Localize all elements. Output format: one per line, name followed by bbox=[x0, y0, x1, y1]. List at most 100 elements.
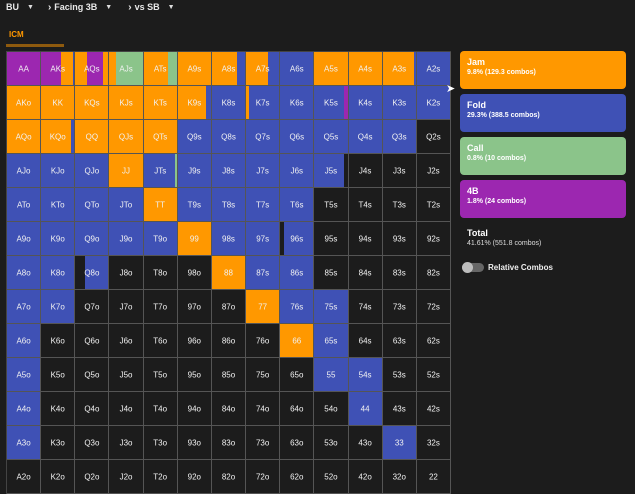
hand-cell[interactable]: 84s bbox=[348, 256, 383, 290]
hand-cell[interactable]: A5s bbox=[314, 52, 349, 86]
hand-cell[interactable]: 75s bbox=[314, 290, 349, 324]
hand-cell[interactable]: T7o bbox=[143, 290, 178, 324]
relative-combos-toggle-row[interactable]: Relative Combos bbox=[460, 262, 626, 273]
hand-cell[interactable]: A2s bbox=[416, 52, 451, 86]
hand-cell[interactable]: QTs bbox=[143, 120, 178, 154]
hand-cell[interactable]: KTo bbox=[41, 188, 76, 222]
hand-cell[interactable]: 73s bbox=[382, 290, 417, 324]
hand-cell[interactable]: 65o bbox=[280, 358, 315, 392]
hand-cell[interactable]: KJo bbox=[41, 154, 76, 188]
hand-cell[interactable]: A9s bbox=[177, 52, 212, 86]
hand-cell[interactable]: Q7o bbox=[75, 290, 110, 324]
hand-cell[interactable]: J7o bbox=[109, 290, 144, 324]
hand-cell[interactable]: AA bbox=[7, 52, 42, 86]
hand-cell[interactable]: 83s bbox=[382, 256, 417, 290]
hand-cell[interactable]: 52o bbox=[314, 460, 349, 494]
hand-cell[interactable]: 32o bbox=[382, 460, 417, 494]
hand-cell[interactable]: 74s bbox=[348, 290, 383, 324]
hand-cell[interactable]: 42o bbox=[348, 460, 383, 494]
hand-cell[interactable]: 72o bbox=[246, 460, 281, 494]
hand-cell[interactable]: Q2o bbox=[75, 460, 110, 494]
hand-cell[interactable]: T9s bbox=[177, 188, 212, 222]
hand-cell[interactable]: Q5o bbox=[75, 358, 110, 392]
hand-cell[interactable]: J8o bbox=[109, 256, 144, 290]
hand-cell[interactable]: K4o bbox=[41, 392, 76, 426]
hand-cell[interactable]: 92s bbox=[416, 222, 451, 256]
hand-cell[interactable]: 88 bbox=[211, 256, 247, 290]
hand-cell[interactable]: A4s bbox=[348, 52, 383, 86]
hand-cell[interactable]: J2s bbox=[416, 154, 451, 188]
hand-cell[interactable]: 53o bbox=[314, 426, 349, 460]
hand-cell[interactable]: 93o bbox=[177, 426, 212, 460]
hand-cell[interactable]: Q3s bbox=[382, 120, 417, 154]
hand-cell[interactable]: T2s bbox=[416, 188, 451, 222]
hand-cell[interactable]: T2o bbox=[143, 460, 178, 494]
hand-cell[interactable]: T5o bbox=[143, 358, 178, 392]
hand-cell[interactable]: 55 bbox=[314, 358, 349, 392]
hand-cell[interactable]: 63s bbox=[382, 324, 417, 358]
hand-cell[interactable]: T6o bbox=[143, 324, 178, 358]
hand-cell[interactable]: QQ bbox=[75, 120, 110, 154]
hand-cell[interactable]: A7s bbox=[246, 52, 281, 86]
hand-cell[interactable]: K9o bbox=[41, 222, 76, 256]
hand-cell[interactable]: T9o bbox=[143, 222, 178, 256]
hand-cell[interactable]: A3s bbox=[382, 52, 417, 86]
hand-cell[interactable]: A6o bbox=[7, 324, 42, 358]
hand-cell[interactable]: Q6s bbox=[280, 120, 315, 154]
hand-cell[interactable]: K3o bbox=[41, 426, 76, 460]
hand-cell[interactable]: J8s bbox=[211, 154, 247, 188]
legend-fold[interactable]: Fold 29.3% (388.5 combos) bbox=[460, 94, 626, 132]
relative-combos-toggle[interactable] bbox=[462, 262, 484, 273]
hand-cell[interactable]: 87s bbox=[246, 256, 281, 290]
hand-cell[interactable]: K2o bbox=[41, 460, 76, 494]
hand-cell[interactable]: A8s bbox=[211, 52, 247, 86]
hand-cell[interactable]: 76s bbox=[280, 290, 315, 324]
hand-cell[interactable]: K6o bbox=[41, 324, 76, 358]
hand-cell[interactable]: KJs bbox=[109, 86, 144, 120]
hand-cell[interactable]: Q9s bbox=[177, 120, 212, 154]
hand-cell[interactable]: 82o bbox=[211, 460, 247, 494]
hand-cell[interactable]: 33 bbox=[382, 426, 417, 460]
hand-cell[interactable]: 72s bbox=[416, 290, 451, 324]
hand-cell[interactable]: 96s bbox=[280, 222, 315, 256]
hand-cell[interactable]: A4o bbox=[7, 392, 42, 426]
nav-action-facing[interactable]: › Facing 3B ▼ bbox=[48, 2, 112, 13]
hand-cell[interactable]: 83o bbox=[211, 426, 247, 460]
hand-cell[interactable]: 82s bbox=[416, 256, 451, 290]
hand-cell[interactable]: 22 bbox=[416, 460, 451, 494]
hand-cell[interactable]: J7s bbox=[246, 154, 281, 188]
hand-cell[interactable]: 73o bbox=[246, 426, 281, 460]
hand-cell[interactable]: 53s bbox=[382, 358, 417, 392]
hand-cell[interactable]: J3s bbox=[382, 154, 417, 188]
hand-cell[interactable]: 74o bbox=[246, 392, 281, 426]
hand-cell[interactable]: 84o bbox=[211, 392, 247, 426]
hand-cell[interactable]: J9o bbox=[109, 222, 144, 256]
hand-cell[interactable]: T7s bbox=[246, 188, 281, 222]
hand-cell[interactable]: AQo bbox=[7, 120, 42, 154]
hand-cell[interactable]: 97o bbox=[177, 290, 212, 324]
hand-cell[interactable]: QTo bbox=[75, 188, 110, 222]
hand-cell[interactable]: T4s bbox=[348, 188, 383, 222]
hand-cell[interactable]: KTs bbox=[143, 86, 178, 120]
hand-cell[interactable]: Q9o bbox=[75, 222, 110, 256]
hand-cell[interactable]: T5s bbox=[314, 188, 349, 222]
hand-cell[interactable]: A6s bbox=[280, 52, 315, 86]
hand-cell[interactable]: 77 bbox=[246, 290, 281, 324]
hand-cell[interactable]: KK bbox=[41, 86, 76, 120]
hand-cell[interactable]: K8s bbox=[211, 86, 247, 120]
hand-cell[interactable]: ATs bbox=[143, 52, 178, 86]
hand-cell[interactable]: J5s bbox=[314, 154, 349, 188]
hand-cell[interactable]: A7o bbox=[7, 290, 42, 324]
hand-cell[interactable]: 92o bbox=[177, 460, 212, 494]
hand-cell[interactable]: 85s bbox=[314, 256, 349, 290]
hand-cell[interactable]: T3s bbox=[382, 188, 417, 222]
legend-4bet[interactable]: 4B 1.8% (24 combos) bbox=[460, 180, 626, 218]
legend-jam[interactable]: Jam 9.8% (129.3 combos) bbox=[460, 51, 626, 89]
hand-cell[interactable]: Q4s bbox=[348, 120, 383, 154]
hand-cell[interactable]: 52s bbox=[416, 358, 451, 392]
hand-cell[interactable]: 32s bbox=[416, 426, 451, 460]
hand-cell[interactable]: 87o bbox=[211, 290, 247, 324]
nav-position-bu[interactable]: BU ▼ bbox=[6, 2, 34, 12]
hand-cell[interactable]: 96o bbox=[177, 324, 212, 358]
hand-cell[interactable]: 94s bbox=[348, 222, 383, 256]
